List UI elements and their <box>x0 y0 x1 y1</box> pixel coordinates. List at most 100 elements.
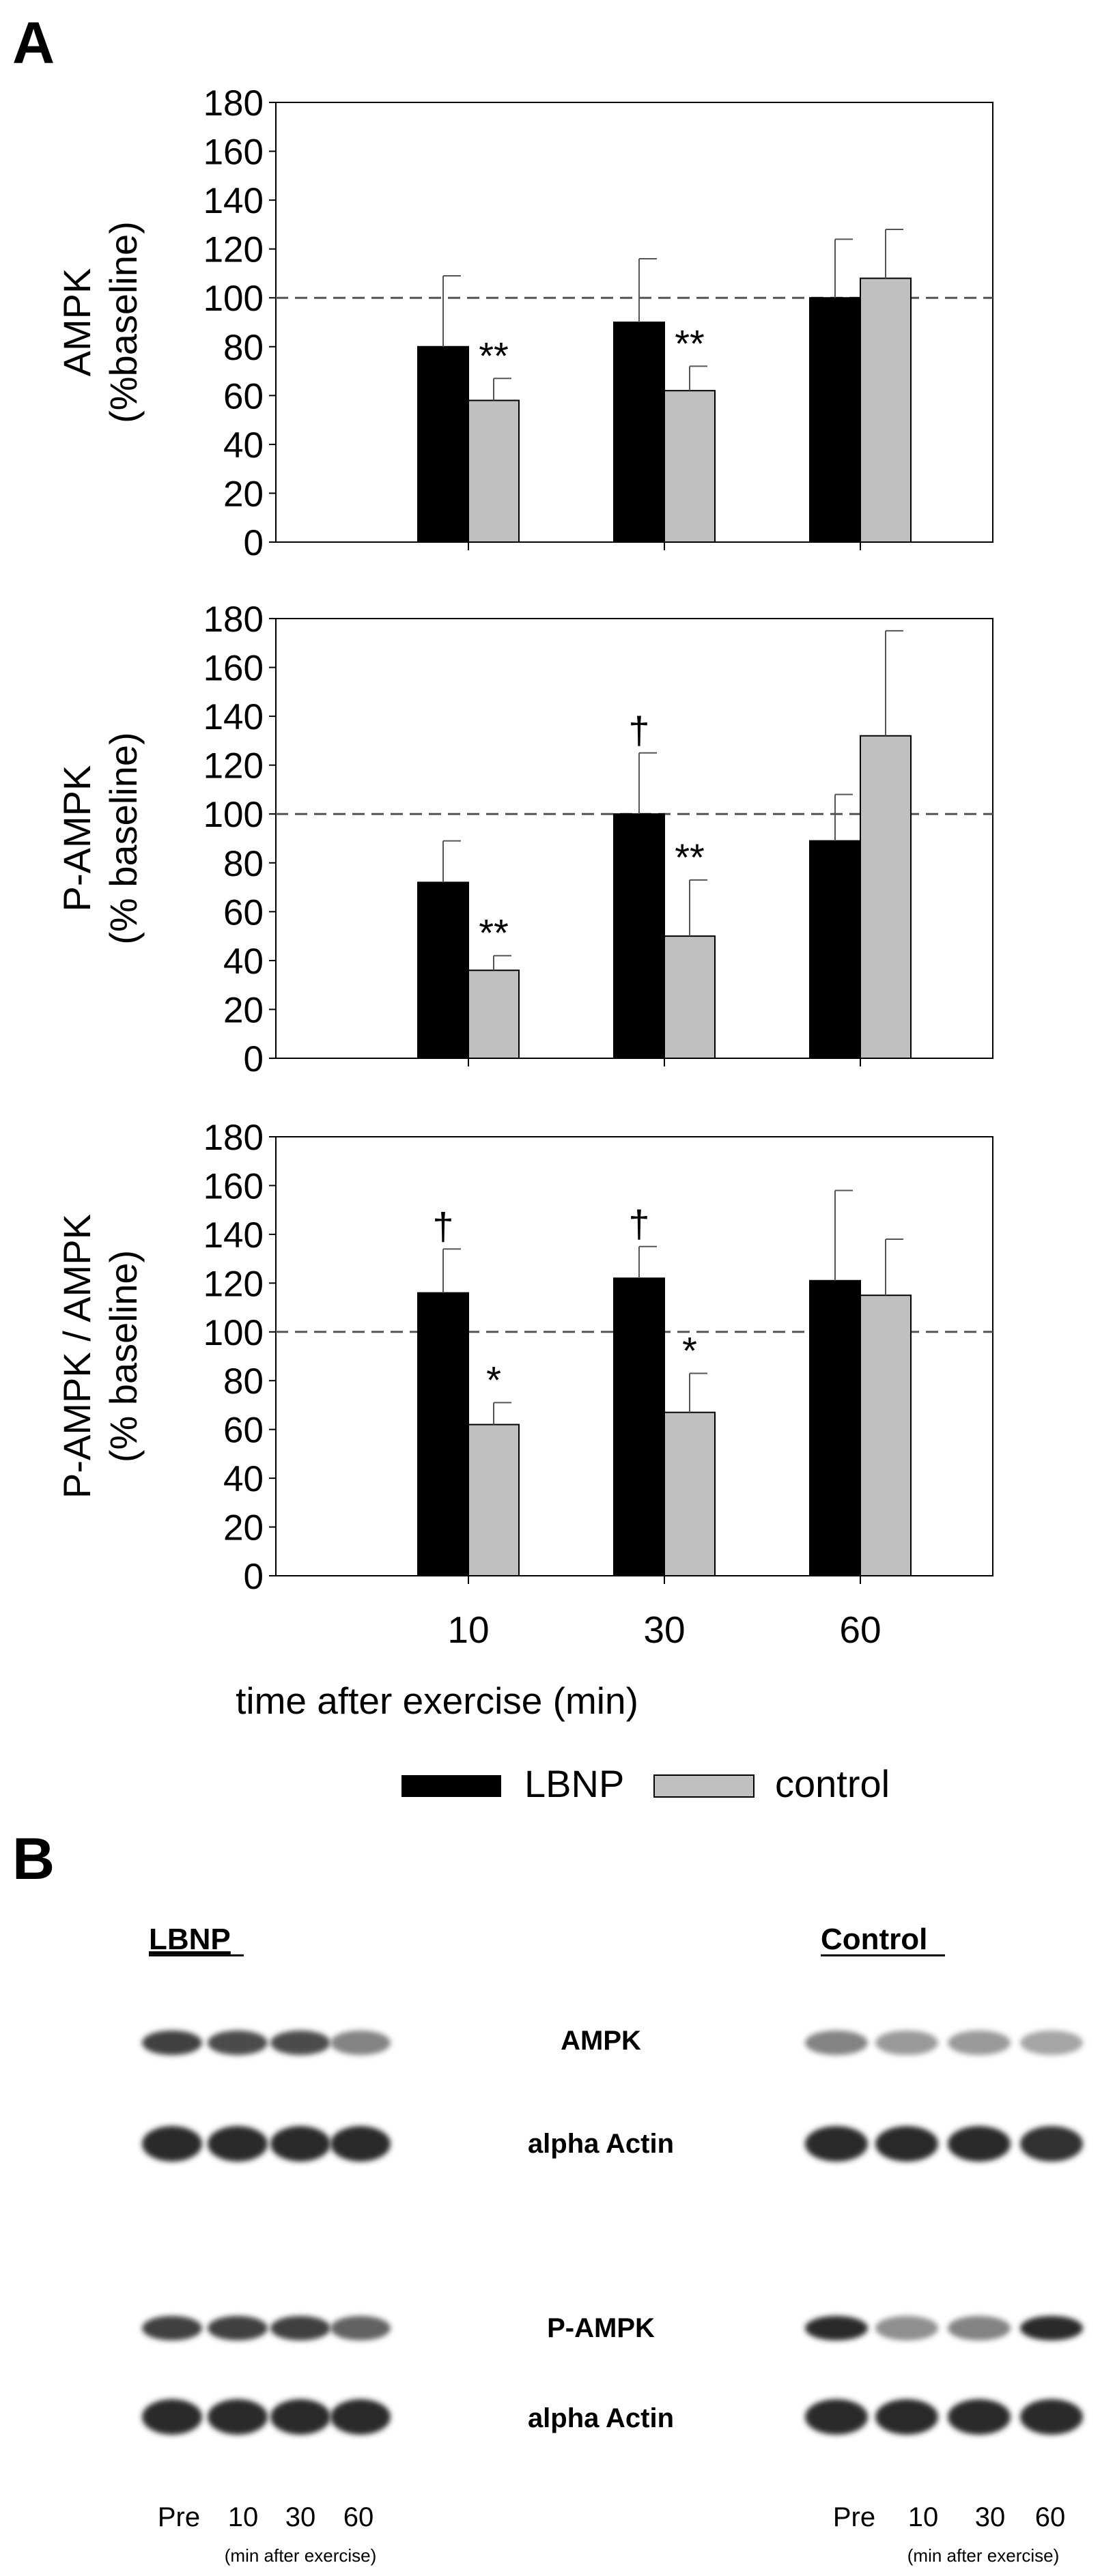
blot-band-control <box>805 2126 868 2162</box>
blot-band-lbnp <box>270 2126 330 2162</box>
blot-band-lbnp <box>330 2316 391 2340</box>
significance-mark: † <box>432 1204 453 1247</box>
bar-control-30 <box>664 390 716 543</box>
x-tick-label: 30 <box>643 1609 685 1651</box>
y-tick-label: 120 <box>203 746 264 787</box>
blot-band-lbnp <box>142 2399 202 2435</box>
blot-band-lbnp <box>142 2030 202 2055</box>
blot-band-control <box>1020 2316 1083 2340</box>
bar-control-10 <box>468 969 520 1059</box>
bar-control-60 <box>860 1294 912 1576</box>
blot-band-lbnp <box>330 2399 391 2435</box>
y-axis-label: P-AMPK <box>55 765 98 912</box>
bar-lbnp-60 <box>809 297 861 543</box>
significance-mark: ** <box>675 322 705 365</box>
y-tick-label: 60 <box>223 1411 264 1451</box>
lane-label: 10 <box>228 2502 259 2532</box>
bar-lbnp-60 <box>809 1279 861 1576</box>
bar-lbnp-30 <box>613 1277 665 1576</box>
blot-band-control <box>805 2316 868 2340</box>
y-tick-label: 60 <box>223 376 264 416</box>
legend-swatch-lbnp <box>401 1775 501 1797</box>
blot-band-lbnp <box>208 2316 268 2340</box>
blot-band-lbnp <box>208 2399 268 2435</box>
x-tick-label: 10 <box>447 1609 489 1651</box>
y-tick-label: 180 <box>203 599 264 640</box>
significance-mark: * <box>682 1329 697 1372</box>
blot-row-label-pampk: P-AMPK <box>547 2313 655 2343</box>
blot-band-control <box>805 2030 868 2055</box>
blot-band-lbnp <box>270 2030 330 2055</box>
lane-label: 30 <box>285 2502 316 2532</box>
y-tick-label: 140 <box>203 697 264 737</box>
blot-band-control <box>1020 2030 1083 2055</box>
y-tick-label: 0 <box>244 523 264 563</box>
y-axis-label: (% baseline) <box>102 1250 145 1462</box>
bar-lbnp-30 <box>613 813 665 1059</box>
panel-a-label: A <box>12 10 55 76</box>
significance-mark: † <box>628 709 649 752</box>
significance-mark: ** <box>479 911 509 954</box>
lane-labels-right: Pre 10 30 60 (min after exercise) <box>833 2502 1065 2566</box>
blot-band-control <box>948 2399 1011 2435</box>
lane-label: 60 <box>343 2502 374 2532</box>
y-axis-label: P-AMPK / AMPK <box>55 1214 98 1499</box>
y-tick-label: 180 <box>203 83 264 124</box>
y-tick-label: 80 <box>223 844 264 884</box>
legend: LBNP control <box>401 1762 890 1805</box>
x-tick-label: 60 <box>839 1609 881 1651</box>
y-tick-label: 40 <box>223 942 264 982</box>
bar-lbnp-30 <box>613 322 665 543</box>
chart-panel-2: 0 20 40 60 80 100 120 140 160 180 ** † ** P-AMPK (% ba… <box>55 599 993 1079</box>
blot-band-control <box>948 2126 1011 2162</box>
lane-label: 60 <box>1035 2502 1066 2532</box>
y-tick-label: 160 <box>203 1166 264 1206</box>
blot-group-label-control: Control <box>821 1923 927 1956</box>
chart-panel-3: 0 20 40 60 80 100 120 140 160 180 10 † * 30 † * 60 P-AMPK… <box>55 1118 993 1651</box>
bar-control-10 <box>468 399 520 543</box>
y-tick-label: 40 <box>223 425 264 466</box>
blot-band-control <box>948 2030 1011 2055</box>
blot-band-control <box>805 2399 868 2435</box>
bar-control-10 <box>468 1424 520 1576</box>
y-tick-label: 100 <box>203 279 264 319</box>
y-tick-label: 100 <box>203 795 264 835</box>
legend-label-control: control <box>775 1762 890 1805</box>
y-tick-label: 140 <box>203 181 264 221</box>
blot-band-control <box>875 2316 938 2340</box>
panel-b-label: B <box>12 1826 55 1892</box>
y-axis-label: AMPK <box>55 268 98 377</box>
y-tick-label: 160 <box>203 649 264 689</box>
bar-control-60 <box>860 277 912 543</box>
y-tick-label: 20 <box>223 474 264 514</box>
blot-band-lbnp <box>142 2316 202 2340</box>
bar-control-30 <box>664 1411 716 1577</box>
bar-control-30 <box>664 935 716 1059</box>
y-tick-label: 80 <box>223 328 264 368</box>
lane-caption: (min after exercise) <box>907 2545 1060 2566</box>
y-tick-label: 60 <box>223 892 264 933</box>
bar-control-60 <box>860 735 912 1059</box>
y-tick-label: 0 <box>244 1039 264 1079</box>
bar-lbnp-60 <box>809 840 861 1059</box>
blot-band-control <box>875 2126 938 2162</box>
blot-band-lbnp <box>330 2030 391 2055</box>
significance-mark: ** <box>675 836 705 879</box>
blot-band-control <box>1020 2399 1083 2435</box>
western-blot-bands <box>142 2030 1083 2435</box>
blot-band-lbnp <box>208 2126 268 2162</box>
lane-label: Pre <box>158 2502 200 2532</box>
lane-label: 30 <box>975 2502 1006 2532</box>
blot-group-label-lbnp: LBNP <box>149 1923 231 1956</box>
bar-lbnp-10 <box>417 345 469 543</box>
blot-band-lbnp <box>208 2030 268 2055</box>
y-tick-label: 120 <box>203 1264 264 1304</box>
blot-band-control <box>948 2316 1011 2340</box>
y-tick-label: 120 <box>203 230 264 270</box>
lane-caption: (min after exercise) <box>225 2545 377 2566</box>
blot-band-control <box>875 2399 938 2435</box>
y-tick-label: 20 <box>223 1508 264 1548</box>
lane-labels-left: Pre 10 30 60 (min after exercise) <box>158 2502 376 2566</box>
lane-label: 10 <box>908 2502 939 2532</box>
